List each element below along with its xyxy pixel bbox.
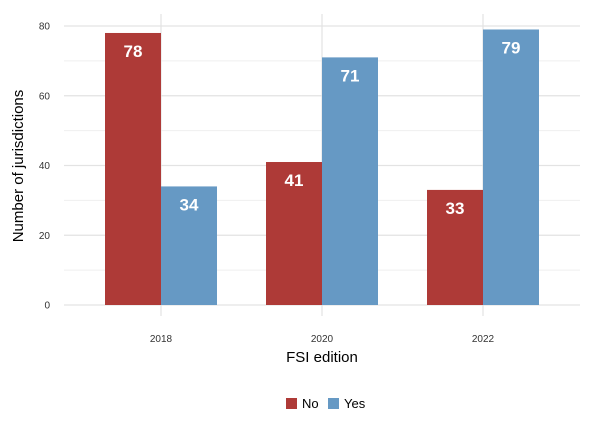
y-tick-label: 40 [39, 161, 51, 172]
bar-value-label: 78 [124, 42, 143, 61]
y-tick-label: 60 [39, 91, 51, 102]
legend-label-no: No [302, 396, 319, 411]
bar-yes-2020 [322, 57, 378, 306]
bar-no-2018 [105, 32, 161, 305]
bar-value-label: 79 [502, 38, 521, 57]
bar-value-label: 71 [341, 66, 360, 85]
y-axis-ticks: 0 20 40 60 80 [39, 22, 51, 312]
bar-no-2020 [266, 162, 322, 305]
bar-yes-2018 [161, 186, 217, 305]
legend-swatch-no [286, 398, 297, 409]
bars [105, 29, 539, 306]
bar-no-2022 [427, 189, 483, 305]
bar-value-label: 33 [446, 199, 465, 218]
legend-label-yes: Yes [344, 396, 366, 411]
y-axis-title: Number of jurisdictions [10, 90, 27, 243]
x-tick-label: 2018 [150, 334, 173, 345]
x-tick-label: 2022 [472, 334, 495, 345]
x-axis-title: FSI edition [286, 349, 358, 366]
y-tick-label: 0 [44, 301, 50, 312]
bar-value-label: 34 [180, 195, 199, 214]
bar-value-label: 41 [285, 171, 304, 190]
x-axis-ticks: 2018 2020 2022 [150, 334, 495, 345]
legend-swatch-yes [328, 398, 339, 409]
x-tick-label: 2020 [311, 334, 334, 345]
bar-yes-2022 [483, 29, 539, 306]
bar-labels: 78 41 33 34 71 79 [124, 38, 521, 217]
y-tick-label: 20 [39, 231, 51, 242]
y-tick-label: 80 [39, 22, 51, 33]
legend: No Yes [286, 396, 366, 411]
